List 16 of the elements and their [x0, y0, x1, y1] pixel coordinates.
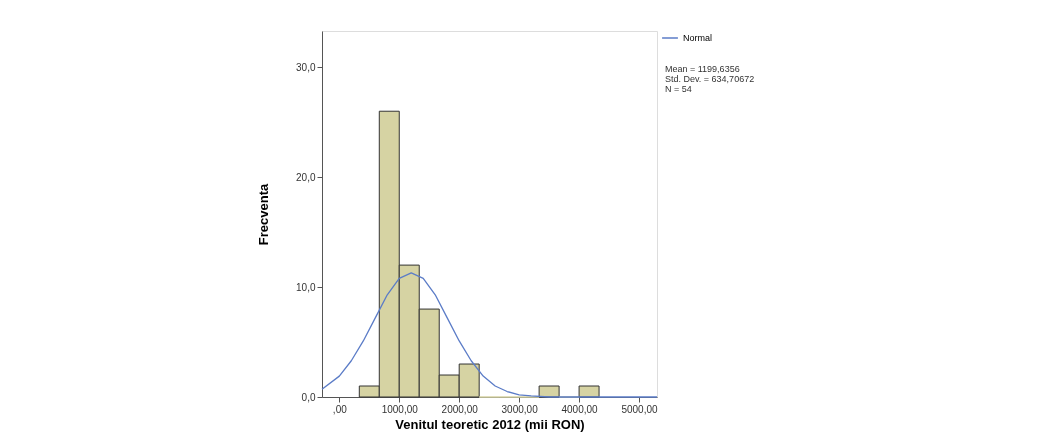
y-tick-label: 30,0	[296, 61, 316, 73]
x-axis-title: Venitul teoretic 2012 (mii RON)	[395, 416, 585, 432]
legend-label: Normal	[683, 33, 713, 43]
y-axis-title: Frecventa	[256, 183, 272, 246]
text: Mean = 1199,6356	[665, 64, 740, 74]
x-tick-label: 3000,00	[501, 403, 539, 415]
x-tick-label: 2000,00	[441, 403, 479, 415]
text: N = 54	[665, 84, 692, 94]
y-tick-label: 10,0	[296, 281, 316, 293]
x-tick-label: ,00	[332, 403, 348, 415]
x-tick-label: 4000,00	[561, 403, 599, 415]
x-tick-label: 1000,00	[381, 403, 419, 415]
x-tick-label: 5000,00	[621, 403, 659, 415]
y-tick-label: 0,0	[301, 391, 316, 403]
y-tick-label: 20,0	[296, 171, 316, 183]
text: Std. Dev. = 634,70672	[665, 74, 755, 84]
